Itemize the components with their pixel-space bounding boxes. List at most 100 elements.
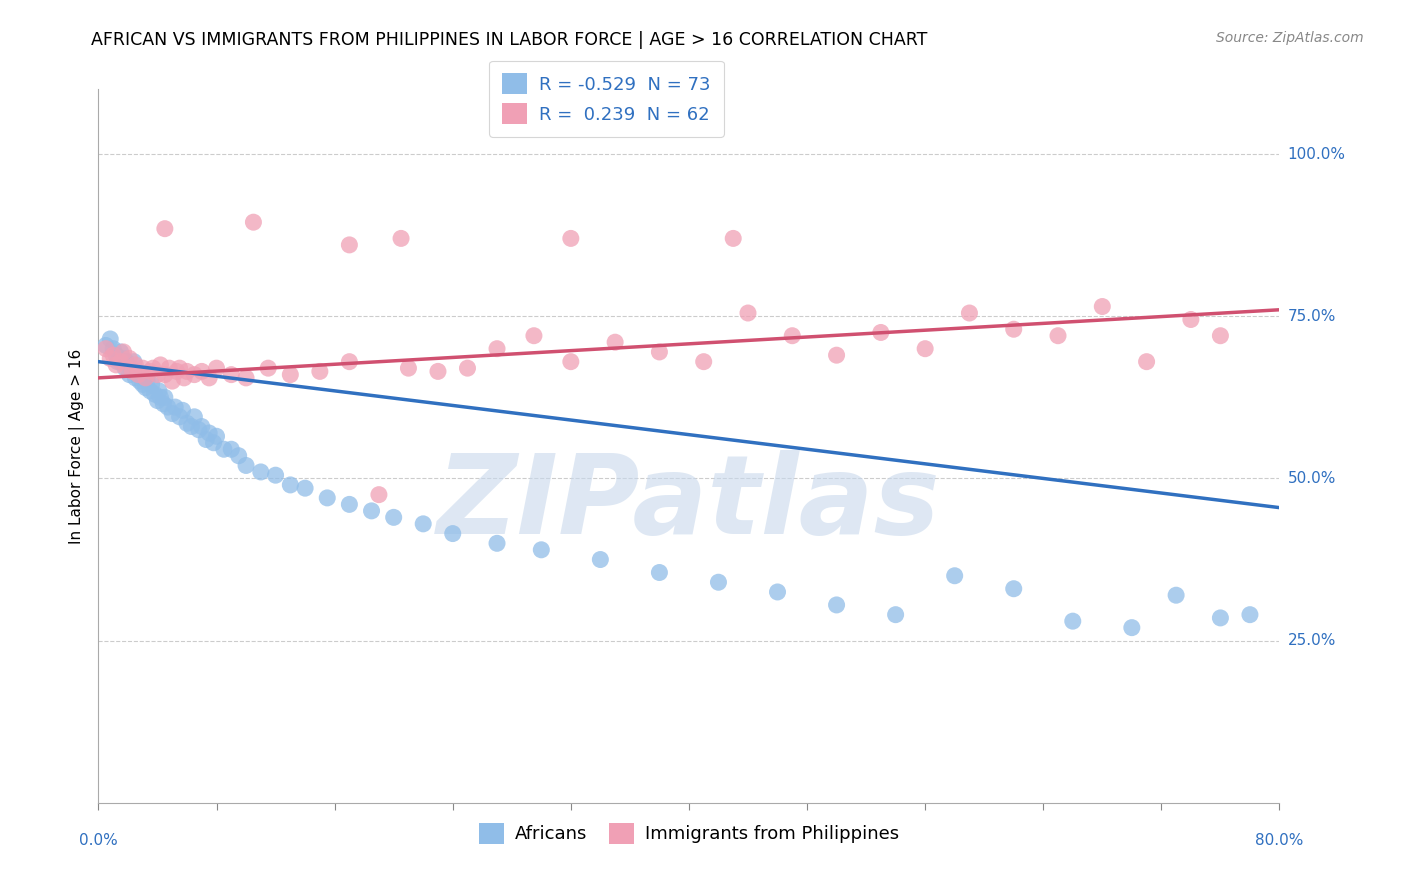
Text: 100.0%: 100.0%	[1288, 146, 1346, 161]
Point	[125, 364, 148, 378]
Point	[153, 390, 176, 404]
Text: 50.0%: 50.0%	[1288, 471, 1336, 486]
Point	[136, 374, 159, 388]
Point	[235, 458, 257, 473]
Text: 80.0%: 80.0%	[1256, 833, 1303, 848]
Point	[205, 361, 228, 376]
Point	[737, 306, 759, 320]
Point	[118, 368, 141, 382]
Point	[94, 338, 117, 352]
Y-axis label: In Labor Force | Age > 16: In Labor Force | Age > 16	[69, 349, 84, 543]
Point	[105, 358, 128, 372]
Point	[427, 364, 450, 378]
Point	[94, 342, 117, 356]
Point	[120, 361, 142, 376]
Point	[166, 364, 188, 378]
Point	[648, 345, 671, 359]
Point	[146, 368, 169, 382]
Point	[149, 358, 172, 372]
Point	[191, 419, 214, 434]
Point	[169, 361, 191, 376]
Point	[110, 354, 132, 368]
Point	[884, 607, 907, 622]
Point	[162, 407, 183, 421]
Point	[648, 566, 671, 580]
Point	[176, 364, 198, 378]
Point	[368, 488, 391, 502]
Point	[153, 221, 176, 235]
Point	[212, 442, 235, 457]
Point	[294, 481, 316, 495]
Point	[187, 423, 209, 437]
Point	[127, 368, 149, 382]
Point	[148, 384, 170, 398]
Point	[723, 231, 745, 245]
Point	[242, 215, 264, 229]
Point	[1121, 621, 1143, 635]
Point	[280, 368, 302, 382]
Point	[360, 504, 382, 518]
Point	[1166, 588, 1188, 602]
Point	[198, 371, 221, 385]
Text: 25.0%: 25.0%	[1288, 633, 1336, 648]
Point	[202, 435, 225, 450]
Point	[112, 351, 135, 366]
Point	[1002, 322, 1025, 336]
Point	[117, 358, 139, 372]
Point	[157, 361, 180, 376]
Point	[605, 335, 627, 350]
Point	[149, 390, 172, 404]
Point	[143, 387, 166, 401]
Point	[135, 381, 157, 395]
Point	[412, 516, 434, 531]
Point	[132, 361, 155, 376]
Point	[127, 368, 149, 382]
Point	[280, 478, 302, 492]
Point	[264, 468, 287, 483]
Point	[180, 419, 202, 434]
Point	[486, 536, 509, 550]
Point	[191, 364, 214, 378]
Point	[943, 568, 966, 582]
Point	[112, 345, 135, 359]
Point	[221, 368, 243, 382]
Point	[172, 403, 194, 417]
Point	[195, 433, 218, 447]
Point	[530, 542, 553, 557]
Point	[1046, 328, 1070, 343]
Point	[316, 491, 339, 505]
Point	[98, 332, 121, 346]
Point	[766, 585, 789, 599]
Text: 0.0%: 0.0%	[79, 833, 118, 848]
Point	[870, 326, 893, 340]
Text: 75.0%: 75.0%	[1288, 309, 1336, 324]
Point	[1091, 300, 1114, 314]
Point	[183, 409, 205, 424]
Point	[560, 354, 582, 368]
Point	[98, 351, 121, 366]
Point	[1209, 328, 1232, 343]
Point	[110, 345, 132, 359]
Text: Source: ZipAtlas.com: Source: ZipAtlas.com	[1216, 31, 1364, 45]
Point	[309, 364, 332, 378]
Point	[146, 393, 169, 408]
Point	[1239, 607, 1261, 622]
Point	[198, 425, 221, 440]
Point	[707, 575, 730, 590]
Point	[121, 364, 143, 378]
Point	[205, 429, 228, 443]
Point	[141, 377, 163, 392]
Point	[523, 328, 546, 343]
Point	[441, 526, 464, 541]
Point	[176, 417, 198, 431]
Point	[162, 374, 183, 388]
Text: ZIPatlas: ZIPatlas	[437, 450, 941, 557]
Point	[165, 400, 187, 414]
Point	[1136, 354, 1159, 368]
Point	[693, 354, 716, 368]
Point	[235, 371, 257, 385]
Point	[339, 497, 361, 511]
Point	[398, 361, 420, 376]
Point	[121, 364, 143, 378]
Legend: Africans, Immigrants from Philippines: Africans, Immigrants from Philippines	[479, 823, 898, 844]
